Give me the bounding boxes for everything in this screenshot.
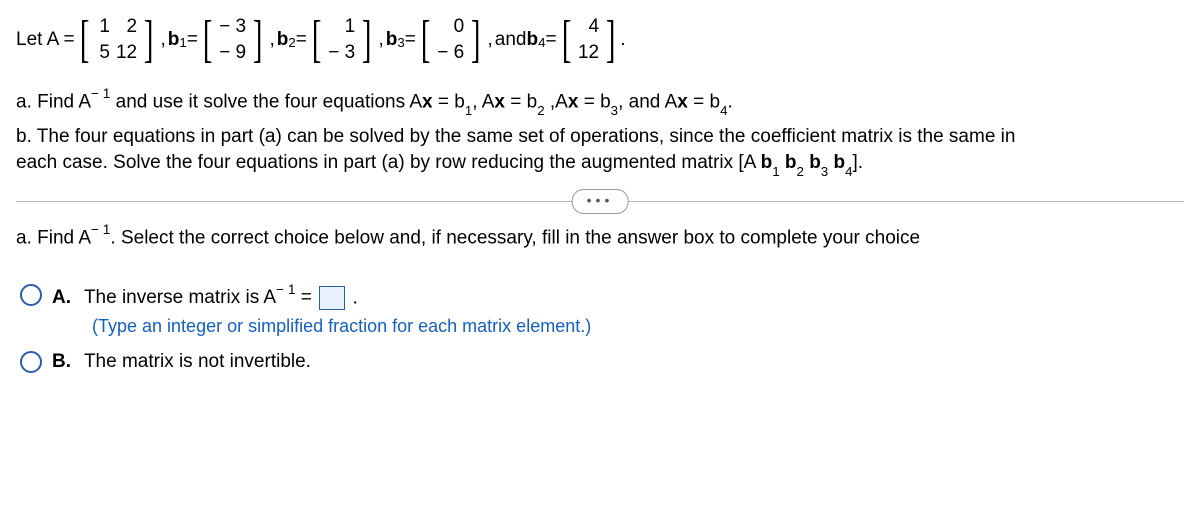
radio-choice-b[interactable] [20, 351, 42, 373]
radio-choice-a[interactable] [20, 284, 42, 306]
b4-label: b [526, 27, 538, 54]
choice-a-hint: (Type an integer or simplified fraction … [92, 314, 591, 339]
expand-dots-button[interactable]: ••• [572, 189, 629, 215]
b2-label: b [277, 27, 289, 54]
vector-b2: [ 1− 3 ] [308, 14, 376, 66]
choice-a[interactable]: A. The inverse matrix is A− 1 = . (Type … [20, 282, 1184, 339]
let-label: Let A = [16, 27, 75, 54]
b3-label: b [386, 27, 398, 54]
part-b-instruction: b. The four equations in part (a) can be… [16, 124, 1184, 179]
choice-b[interactable]: B. The matrix is not invertible. [20, 349, 1184, 376]
problem-statement: Let A = [ 15 212 ] , b1 = [ − 3− 9 ] , b… [16, 14, 1184, 66]
and-label: and [495, 27, 527, 54]
choice-a-label: A. [52, 287, 71, 308]
vector-b1: [ − 3− 9 ] [199, 14, 267, 66]
vector-b4: [ 412 ] [558, 14, 620, 66]
b1-label: b [168, 27, 180, 54]
part-a-prompt: a. Find A− 1. Select the correct choice … [16, 222, 1184, 252]
choice-b-label: B. [52, 351, 71, 372]
part-a-instruction: a. Find A− 1 and use it solve the four e… [16, 86, 1184, 118]
choice-b-text: The matrix is not invertible. [84, 351, 311, 372]
answer-input-box[interactable] [319, 286, 345, 310]
vector-b3: [ 0− 6 ] [417, 14, 485, 66]
choice-a-text: The inverse matrix is A− 1 = [84, 287, 317, 308]
section-divider: ••• [16, 201, 1184, 202]
matrix-A: [ 15 212 ] [76, 14, 158, 66]
